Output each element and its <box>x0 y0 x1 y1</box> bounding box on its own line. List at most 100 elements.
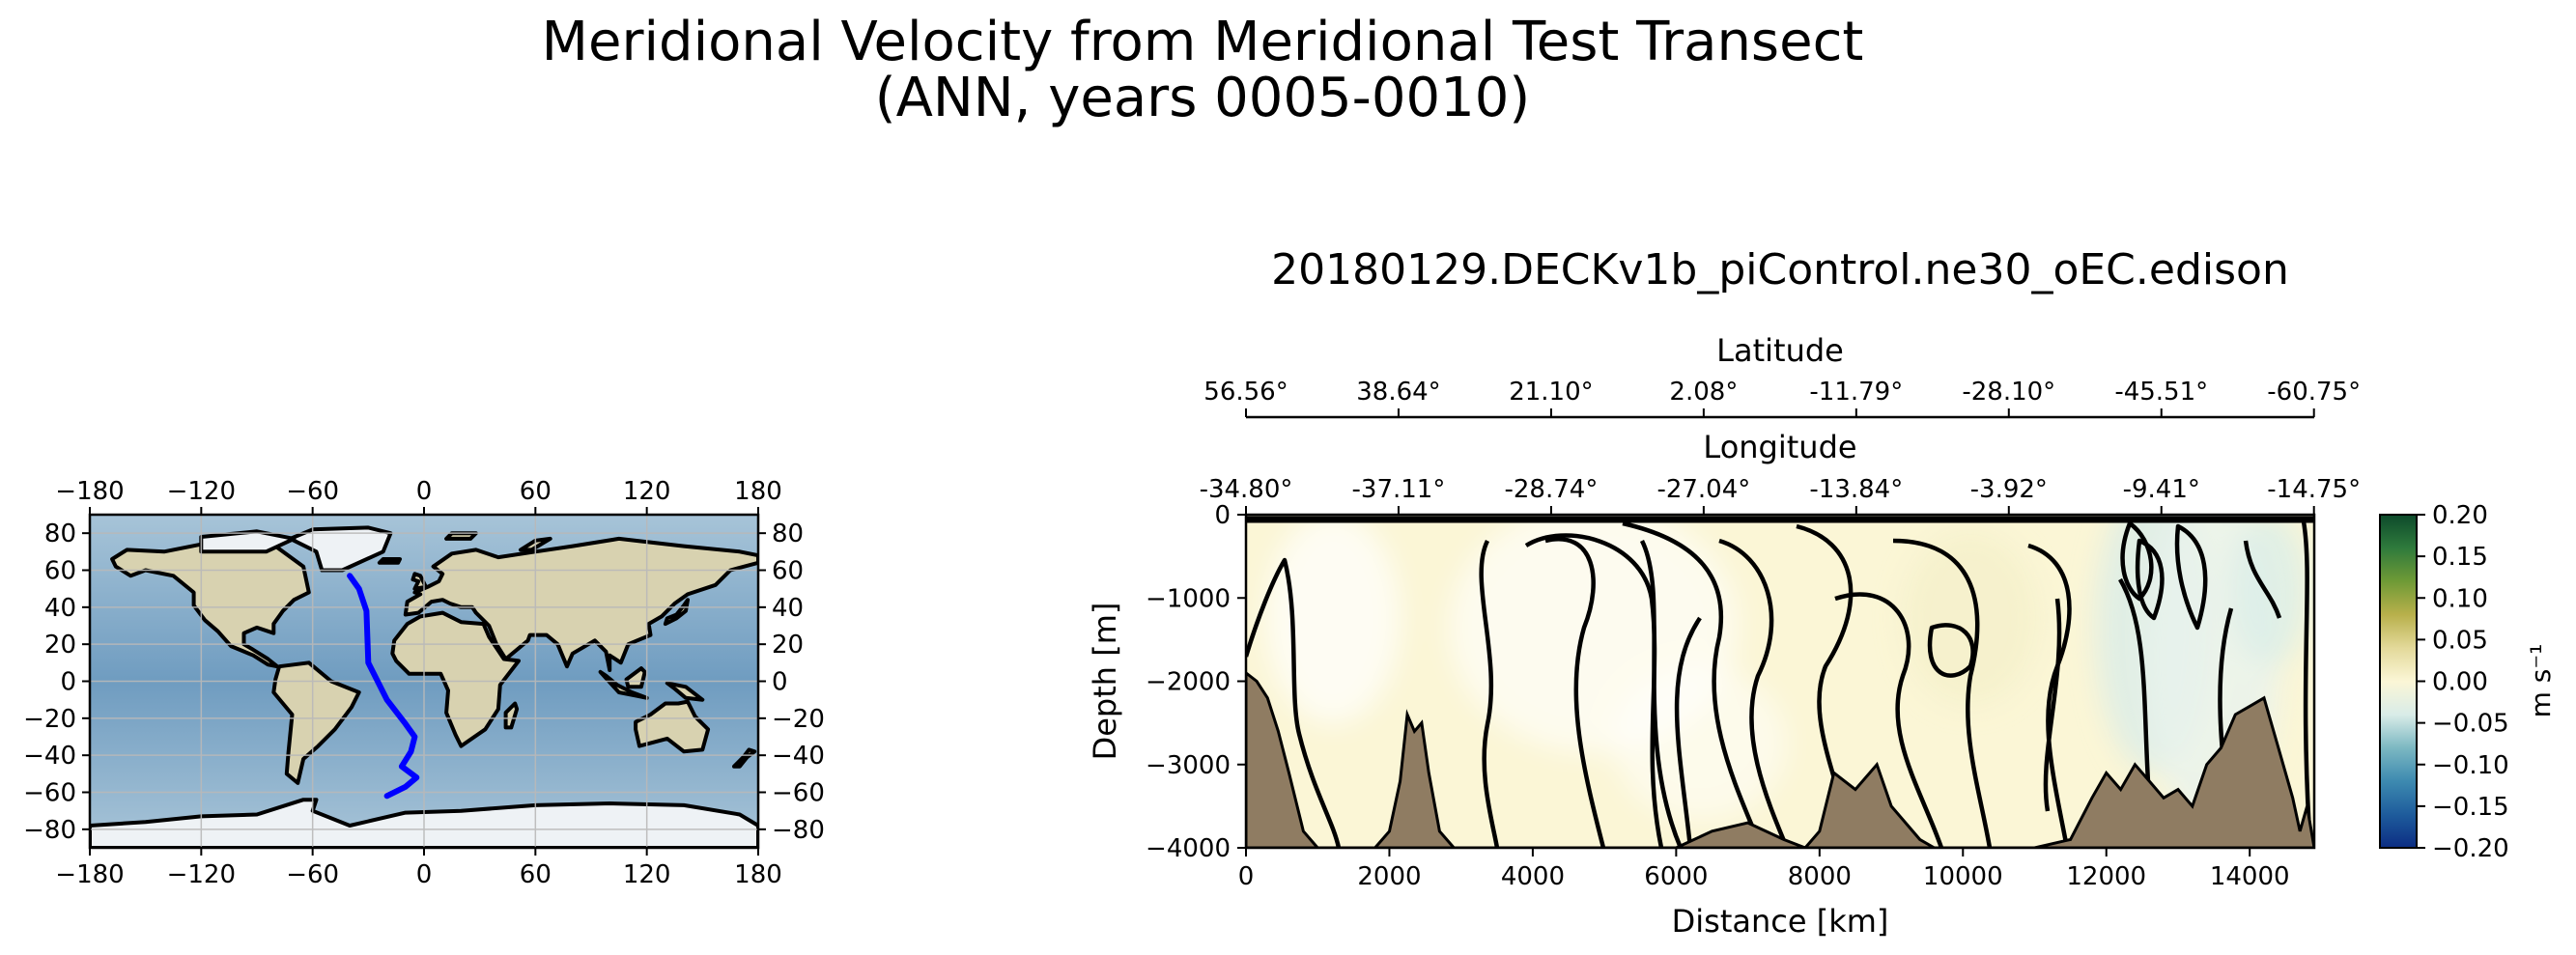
section-ylabel: Depth [m] <box>1087 603 1123 761</box>
map-xtick-label-top: 180 <box>734 477 782 506</box>
contour-line <box>1834 592 1944 848</box>
latitude-tick-label: 2.08° <box>1669 378 1738 407</box>
contour-line <box>1622 520 1761 841</box>
transect-line <box>347 573 420 800</box>
section-field-anomalies <box>1265 515 2308 830</box>
section-xlabel: Distance [km] <box>1672 903 1889 940</box>
longitude-axis-label: Longitude <box>1703 429 1856 465</box>
colorbar <box>2379 514 2418 849</box>
landmass-madagascar <box>503 701 520 730</box>
contour-line <box>2043 598 2062 812</box>
figure-title-line1: Meridional Velocity from Meridional Test… <box>541 11 1864 73</box>
map-ytick-label-right: 20 <box>772 631 804 660</box>
colorbar-tick-label: −0.20 <box>2432 834 2509 863</box>
landmass-australia <box>634 699 711 754</box>
map-xtick-label-bottom: −60 <box>286 860 339 889</box>
map-ytick-label-left: 60 <box>44 557 76 586</box>
map-xtick-label-top: 120 <box>623 477 671 506</box>
section-axes: 0 2000 4000 6000 8000 10000 12000 14000 Distance… <box>1087 332 2361 940</box>
contour-line <box>1718 538 1790 848</box>
map-ytick-label-left: 0 <box>60 668 76 697</box>
latitude-tick-label: -60.75° <box>2267 378 2361 407</box>
contour-line <box>1927 623 1975 678</box>
colorbar-tick-label: 0.20 <box>2432 501 2488 530</box>
field-patch <box>1613 666 1787 821</box>
map-xtick-label-top: −120 <box>167 477 236 506</box>
landmass-indonesia <box>598 669 649 700</box>
section-xtick-label: 14000 <box>2210 862 2290 891</box>
colorbar-tick-label: −0.10 <box>2432 751 2509 780</box>
map-gridlines <box>90 515 758 848</box>
section-contours <box>1246 516 2314 848</box>
latitude-tick-label: -11.79° <box>1809 378 1903 407</box>
colorbar-tick-label: 0.10 <box>2432 584 2488 613</box>
longitude-tick-label: -27.04° <box>1656 475 1750 504</box>
field-patch <box>1903 531 2038 705</box>
section-xtick-label: 6000 <box>1644 862 1708 891</box>
longitude-tick-label: -37.11° <box>1352 475 1446 504</box>
section-xtick-label: 10000 <box>1923 862 2003 891</box>
map-ytick-label-right: 80 <box>772 520 804 548</box>
landmass-eurasia <box>403 536 758 672</box>
contour-line <box>1892 538 1993 848</box>
colorbar-tick-label: −0.15 <box>2432 793 2509 822</box>
map-axes: −180 −180 −120 −120 −60 −60 0 0 60 60 120 120 180 180… <box>23 477 825 889</box>
section-panel: 20180129.DECKv1b_piControl.ne30_oEC.edis… <box>1087 245 2557 940</box>
latitude-axis-label: Latitude <box>1716 332 1844 369</box>
map-ytick-label-right: −80 <box>772 816 825 845</box>
contour-line <box>1674 616 1702 848</box>
landmass-iceland <box>377 557 402 565</box>
contour-line <box>1246 557 1342 848</box>
map-xtick-label-bottom: 0 <box>416 860 433 889</box>
colorbar-tick-label: −0.05 <box>2432 710 2509 739</box>
section-xtick-label: 2000 <box>1357 862 1421 891</box>
colorbar-tick-label: 0.00 <box>2432 668 2488 697</box>
map-xtick-label-top: 60 <box>520 477 552 506</box>
landmass-svalbard <box>444 531 478 541</box>
figure-title-line2: (ANN, years 0005-0010) <box>874 67 1531 129</box>
colorbar-tick-label: 0.05 <box>2432 626 2488 655</box>
map-ytick-label-left: −80 <box>23 816 76 845</box>
section-xtick-label: 0 <box>1238 862 1255 891</box>
map-xtick-label-top: −180 <box>55 477 124 506</box>
map-ytick-label-left: −60 <box>23 779 76 808</box>
field-patch <box>1265 515 1401 724</box>
map-xtick-label-bottom: 180 <box>734 860 782 889</box>
map-ytick-label-right: 40 <box>772 594 804 623</box>
map-xtick-label-bottom: 60 <box>520 860 552 889</box>
longitude-tick-label: -13.84° <box>1809 475 1903 504</box>
landmass-greenland <box>288 525 393 573</box>
map-ytick-label-right: −20 <box>772 705 825 734</box>
map-landmasses <box>90 525 758 848</box>
section-ytick-label: 0 <box>1214 501 1231 530</box>
section-xtick-label: 8000 <box>1788 862 1852 891</box>
latitude-tick-label: -28.10° <box>1962 378 2055 407</box>
landmass-borneo <box>624 666 647 689</box>
longitude-tick-label: -9.41° <box>2123 475 2200 504</box>
latitude-tick-label: 21.10° <box>1509 378 1593 407</box>
section-ytick-label: −4000 <box>1146 834 1231 863</box>
longitude-tick-label: -28.74° <box>1505 475 1599 504</box>
map-ytick-label-right: −60 <box>772 779 825 808</box>
colorbar-axis: 0.20 0.15 0.10 0.05 0.00 −0.05 −0.10 −0.15 −0.20 <box>2417 501 2509 863</box>
map-ytick-label-left: 20 <box>44 631 76 660</box>
longitude-tick-label: -3.92° <box>1970 475 2048 504</box>
section-xtick-label: 4000 <box>1501 862 1565 891</box>
bathymetry-fill <box>1246 671 2314 848</box>
section-ytick-label: −2000 <box>1146 668 1231 697</box>
section-ytick-label: −3000 <box>1146 751 1231 780</box>
field-patch <box>2231 515 2308 666</box>
map-xtick-label-bottom: −180 <box>55 860 124 889</box>
latitude-tick-label: -45.51° <box>2114 378 2208 407</box>
contour-line <box>2301 520 2313 848</box>
landmass-new-guinea <box>665 681 705 702</box>
contour-line <box>2243 540 2282 619</box>
map-ytick-label-right: 0 <box>772 668 788 697</box>
longitude-tick-label: -14.75° <box>2267 475 2361 504</box>
contour-line <box>2174 523 2208 631</box>
map-ytick-label-right: 60 <box>772 557 804 586</box>
map-xtick-label-top: −60 <box>286 477 339 506</box>
colorbar-label: m s⁻¹ <box>2525 644 2557 718</box>
map-ytick-label-left: −40 <box>23 742 76 771</box>
